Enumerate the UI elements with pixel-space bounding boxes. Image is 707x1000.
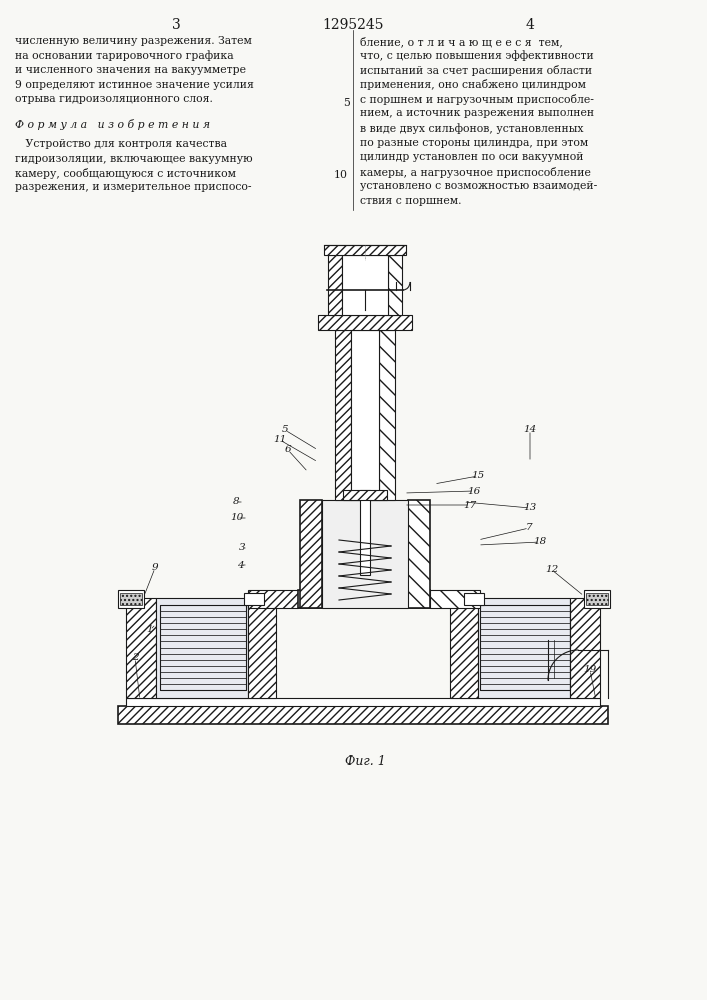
Text: 4: 4 (525, 18, 534, 32)
Text: 5: 5 (343, 98, 350, 108)
Text: с поршнем и нагрузочным приспособле-: с поршнем и нагрузочным приспособле- (360, 94, 594, 105)
Text: 17: 17 (463, 500, 477, 510)
Text: 3: 3 (239, 544, 245, 552)
Text: 1: 1 (146, 626, 153, 635)
Text: 19: 19 (583, 666, 597, 674)
Text: в виде двух сильфонов, установленных: в виде двух сильфонов, установленных (360, 123, 583, 134)
Text: Устройство для контроля качества: Устройство для контроля качества (15, 139, 227, 149)
Text: на основании тарировочного графика: на основании тарировочного графика (15, 50, 233, 61)
Bar (324, 245, 406, 255)
Text: 9: 9 (152, 564, 158, 572)
Bar (160, 605, 246, 690)
Bar (248, 590, 298, 608)
Text: 3: 3 (172, 18, 180, 32)
Text: 8: 8 (233, 497, 239, 506)
Bar (570, 598, 600, 698)
Text: 15: 15 (472, 472, 484, 481)
Bar (120, 593, 142, 605)
Bar (244, 593, 264, 605)
Bar (480, 605, 570, 690)
Bar (360, 490, 370, 575)
Bar (342, 255, 388, 315)
Text: 9 определяют истинное значение усилия: 9 определяют истинное значение усилия (15, 80, 254, 90)
Bar (322, 500, 408, 608)
Text: ствия с поршнем.: ствия с поршнем. (360, 196, 462, 206)
Text: установлено с возможностью взаимодей-: установлено с возможностью взаимодей- (360, 181, 597, 191)
Text: 16: 16 (467, 487, 481, 495)
Text: гидроизоляции, включающее вакуумную: гидроизоляции, включающее вакуумную (15, 153, 252, 163)
Bar (300, 500, 322, 608)
Bar (126, 698, 600, 706)
Bar (351, 330, 379, 500)
Bar (478, 598, 570, 698)
Text: 2: 2 (132, 654, 139, 662)
Text: 6: 6 (285, 446, 291, 454)
Bar (464, 593, 484, 605)
Text: 10: 10 (230, 514, 244, 522)
Bar (430, 590, 480, 608)
Bar (379, 330, 395, 500)
Bar (328, 255, 342, 315)
Text: применения, оно снабжено цилиндром: применения, оно снабжено цилиндром (360, 80, 586, 91)
Bar (450, 598, 478, 698)
Bar (586, 593, 608, 605)
Text: отрыва гидроизоляционного слоя.: отрыва гидроизоляционного слоя. (15, 94, 213, 104)
Text: 10: 10 (334, 170, 348, 180)
Text: испытаний за счет расширения области: испытаний за счет расширения области (360, 65, 592, 76)
Text: камеры, а нагрузочное приспособление: камеры, а нагрузочное приспособление (360, 166, 591, 178)
Text: 11: 11 (274, 436, 286, 444)
Bar (126, 598, 156, 698)
Text: 4: 4 (237, 560, 243, 570)
Text: что, с целью повышения эффективности: что, с целью повышения эффективности (360, 50, 594, 61)
Bar (408, 500, 430, 608)
Bar (248, 598, 276, 698)
Bar (388, 255, 402, 315)
Bar (118, 590, 144, 608)
Text: Ф о р м у л а   и з о б р е т е н и я: Ф о р м у л а и з о б р е т е н и я (15, 118, 210, 129)
Bar (298, 590, 430, 608)
Text: 14: 14 (523, 426, 537, 434)
Text: Фиг. 1: Фиг. 1 (344, 755, 385, 768)
Bar (584, 590, 610, 608)
Text: 5: 5 (281, 426, 288, 434)
Bar (335, 330, 351, 500)
Text: разрежения, и измерительное приспосо-: разрежения, и измерительное приспосо- (15, 182, 252, 192)
Bar (318, 315, 412, 330)
Text: 12: 12 (545, 566, 559, 574)
Text: 13: 13 (523, 504, 537, 512)
Text: 7: 7 (526, 524, 532, 532)
Text: численную величину разрежения. Затем: численную величину разрежения. Затем (15, 36, 252, 46)
Text: камеру, сообщающуюся с источником: камеру, сообщающуюся с источником (15, 168, 236, 179)
Bar (156, 598, 248, 698)
Text: по разные стороны цилиндра, при этом: по разные стороны цилиндра, при этом (360, 137, 588, 147)
Text: цилиндр установлен по оси вакуумной: цилиндр установлен по оси вакуумной (360, 152, 583, 162)
Text: нием, а источник разрежения выполнен: нием, а источник разрежения выполнен (360, 108, 594, 118)
Text: 18: 18 (533, 538, 547, 546)
Bar (118, 706, 608, 724)
Text: 1295245: 1295245 (322, 18, 384, 32)
Text: бление, о т л и ч а ю щ е е с я  тем,: бление, о т л и ч а ю щ е е с я тем, (360, 36, 563, 47)
Text: и численного значения на вакуумметре: и численного значения на вакуумметре (15, 65, 246, 75)
Bar (343, 490, 387, 500)
